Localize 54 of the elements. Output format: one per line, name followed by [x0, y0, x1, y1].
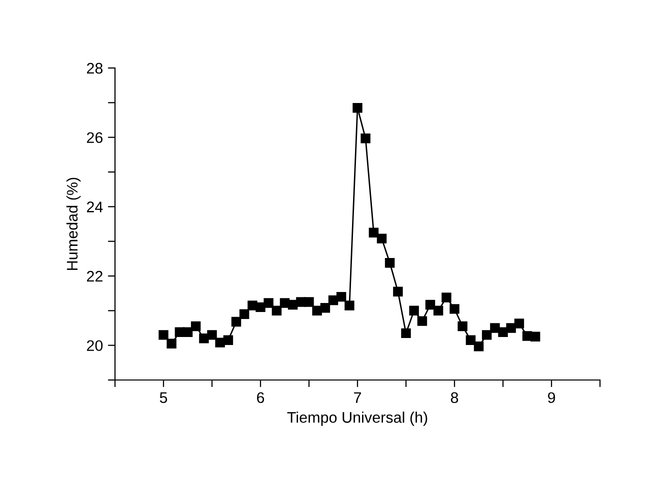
point [264, 298, 274, 308]
point [239, 309, 250, 319]
point [256, 302, 266, 312]
point [506, 323, 516, 333]
point [409, 306, 419, 316]
point [433, 306, 444, 316]
point [384, 258, 395, 268]
point [490, 323, 500, 333]
point [417, 316, 428, 326]
point [466, 335, 476, 345]
x-tick-label: 6 [257, 392, 264, 404]
point [425, 300, 436, 310]
y-tick-label: 26 [86, 132, 103, 144]
point [166, 338, 176, 348]
point [498, 327, 508, 338]
point [199, 334, 209, 344]
point [450, 304, 460, 314]
point [336, 292, 346, 302]
point [344, 300, 354, 310]
x-tick-label: 9 [548, 392, 556, 404]
point [215, 338, 225, 348]
point [248, 300, 258, 310]
x-tick-label: 7 [354, 392, 361, 403]
x-tick-label: 5 [160, 392, 168, 404]
point [368, 228, 379, 238]
point [352, 103, 362, 113]
point [474, 342, 484, 352]
point [223, 335, 234, 345]
point [393, 286, 403, 296]
point [360, 134, 370, 144]
point [280, 298, 290, 308]
point [231, 316, 242, 327]
point [304, 297, 314, 307]
point [207, 330, 217, 340]
point [312, 306, 322, 316]
x-axis-title: Tiempo Universal (h) [287, 412, 428, 426]
point [376, 234, 387, 244]
point [158, 330, 168, 340]
point [458, 321, 468, 332]
point [482, 330, 492, 340]
y-tick-label: 20 [86, 340, 103, 352]
y-tick-label: 22 [86, 270, 102, 282]
point [442, 292, 452, 302]
point [272, 306, 282, 316]
x-tick-label: 8 [450, 392, 458, 404]
point [401, 328, 411, 338]
point [190, 321, 201, 332]
y-tick-label: 24 [86, 202, 103, 212]
point [514, 318, 524, 328]
point [530, 332, 540, 342]
y-axis-title: Humedad (%) [66, 178, 81, 270]
y-tick-label: 28 [86, 62, 103, 74]
point [182, 327, 193, 338]
point [320, 303, 330, 313]
